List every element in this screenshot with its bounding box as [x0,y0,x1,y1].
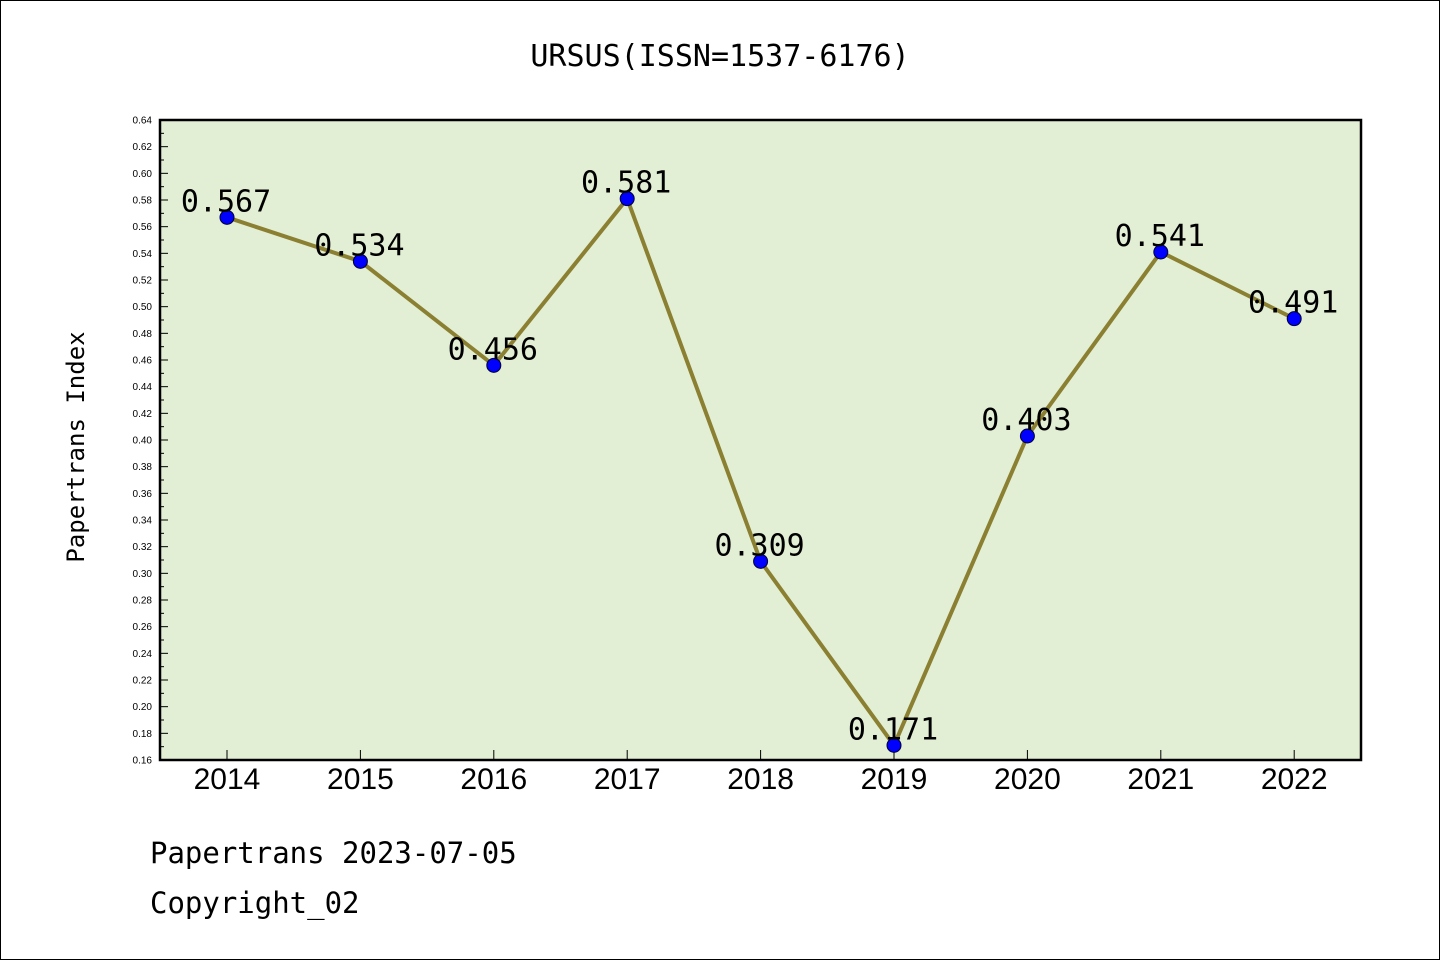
data-point [886,737,902,753]
data-point [486,357,502,373]
y-tick-label: 0.50 [133,302,153,313]
y-tick-label: 0.26 [133,622,153,633]
data-label: 0.567 [181,184,271,219]
data-label: 0.309 [714,528,804,563]
y-axis-ticks: 0.16 0.18 0.20 0.22 0.24 0.26 0.28 0.30 0.32 0.34… [133,116,168,767]
data-label: 0.403 [981,403,1071,438]
data-point [219,209,235,225]
y-tick-label: 0.64 [133,116,153,127]
y-tick-label: 0.34 [133,516,153,527]
x-tick-label: 2021 [1127,763,1194,796]
data-label: 0.171 [848,712,938,747]
y-tick-label: 0.32 [133,542,153,553]
footer-copyright: Copyright_02 [150,886,360,920]
chart-title: URSUS(ISSN=1537-6176) [530,39,909,74]
y-tick-label: 0.18 [133,729,153,740]
y-tick-label: 0.56 [133,222,153,233]
y-tick-label: 0.16 [133,756,153,767]
x-axis-ticks: 2014 2015 2016 2017 2018 2019 2020 2021 2022 [194,750,1328,796]
data-label: 0.456 [448,332,538,367]
plot-area [160,120,1361,760]
y-tick-label: 0.58 [133,196,153,207]
data-point [619,191,635,207]
x-tick-label: 2022 [1261,763,1328,796]
y-tick-label: 0.42 [133,409,153,420]
x-tick-label: 2015 [327,763,394,796]
data-point [1019,428,1035,444]
data-label: 0.534 [314,228,404,263]
x-tick-label: 2017 [594,763,661,796]
y-tick-label: 0.22 [133,676,153,687]
data-label: 0.581 [581,166,671,201]
series [219,191,1302,753]
data-labels: 0.567 0.534 0.456 0.581 0.309 0.171 0.403 0.541… [181,166,1339,748]
y-tick-label: 0.62 [133,142,153,153]
data-point [1286,311,1302,327]
y-tick-label: 0.60 [133,169,153,180]
y-tick-label: 0.54 [133,249,153,260]
data-point [352,253,368,269]
y-tick-label: 0.20 [133,702,153,713]
y-tick-label: 0.30 [133,569,153,580]
y-tick-label: 0.38 [133,462,153,473]
x-tick-label: 2018 [727,763,794,796]
data-point [1153,244,1169,260]
y-tick-label: 0.48 [133,329,153,340]
y-tick-label: 0.36 [133,489,153,500]
footer-date: Papertrans 2023-07-05 [150,836,517,870]
x-tick-label: 2016 [460,763,527,796]
y-tick-label: 0.24 [133,649,153,660]
y-tick-label: 0.44 [133,382,153,393]
y-tick-label: 0.40 [133,436,153,447]
plot-border [158,118,1363,762]
y-tick-label: 0.28 [133,596,153,607]
data-label: 0.541 [1115,219,1205,254]
data-point [753,553,769,569]
x-tick-label: 2020 [994,763,1061,796]
y-tick-label: 0.46 [133,356,153,367]
y-axis-label: Papertrans Index [62,331,90,562]
x-tick-label: 2014 [194,763,261,796]
data-label: 0.491 [1248,286,1338,321]
y-tick-label: 0.52 [133,276,153,287]
x-tick-label: 2019 [861,763,928,796]
